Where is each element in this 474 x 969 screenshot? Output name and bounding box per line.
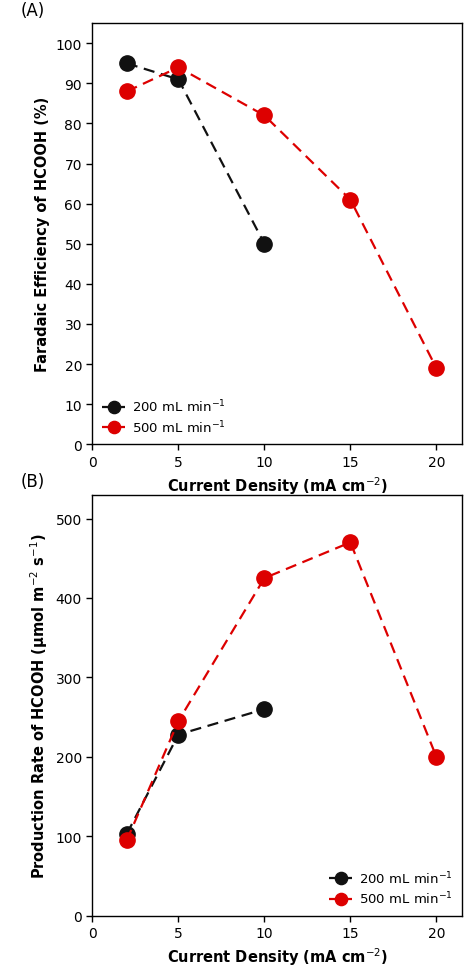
Text: (B): (B): [20, 473, 45, 491]
500 mL min$^{-1}$: [124, 834, 130, 846]
200 mL min$^{-1}$: [262, 238, 267, 250]
500 mL min$^{-1}$: [434, 362, 439, 374]
Legend: 200 mL min$^{-1}$, 500 mL min$^{-1}$: 200 mL min$^{-1}$, 500 mL min$^{-1}$: [99, 395, 228, 438]
200 mL min$^{-1}$: [262, 703, 267, 715]
500 mL min$^{-1}$: [434, 751, 439, 763]
Line: 500 mL min$^{-1}$: 500 mL min$^{-1}$: [119, 535, 444, 848]
Line: 500 mL min$^{-1}$: 500 mL min$^{-1}$: [119, 61, 444, 376]
200 mL min$^{-1}$: [175, 75, 181, 86]
Legend: 200 mL min$^{-1}$, 500 mL min$^{-1}$: 200 mL min$^{-1}$, 500 mL min$^{-1}$: [326, 866, 456, 909]
X-axis label: Current Density (mA cm$^{-2}$): Current Density (mA cm$^{-2}$): [167, 475, 388, 496]
500 mL min$^{-1}$: [262, 573, 267, 584]
500 mL min$^{-1}$: [175, 715, 181, 727]
500 mL min$^{-1}$: [262, 110, 267, 122]
500 mL min$^{-1}$: [175, 62, 181, 74]
200 mL min$^{-1}$: [124, 828, 130, 840]
Y-axis label: Production Rate of HCOOH (μmol m$^{-2}$ s$^{-1}$): Production Rate of HCOOH (μmol m$^{-2}$ …: [28, 533, 50, 878]
Y-axis label: Faradaic Efficiency of HCOOH (%): Faradaic Efficiency of HCOOH (%): [35, 97, 50, 372]
500 mL min$^{-1}$: [347, 537, 353, 548]
Line: 200 mL min$^{-1}$: 200 mL min$^{-1}$: [119, 702, 272, 842]
500 mL min$^{-1}$: [347, 195, 353, 206]
200 mL min$^{-1}$: [124, 58, 130, 70]
500 mL min$^{-1}$: [124, 86, 130, 98]
Text: (A): (A): [20, 2, 45, 20]
X-axis label: Current Density (mA cm$^{-2}$): Current Density (mA cm$^{-2}$): [167, 946, 388, 967]
Line: 200 mL min$^{-1}$: 200 mL min$^{-1}$: [119, 56, 272, 252]
200 mL min$^{-1}$: [175, 729, 181, 740]
